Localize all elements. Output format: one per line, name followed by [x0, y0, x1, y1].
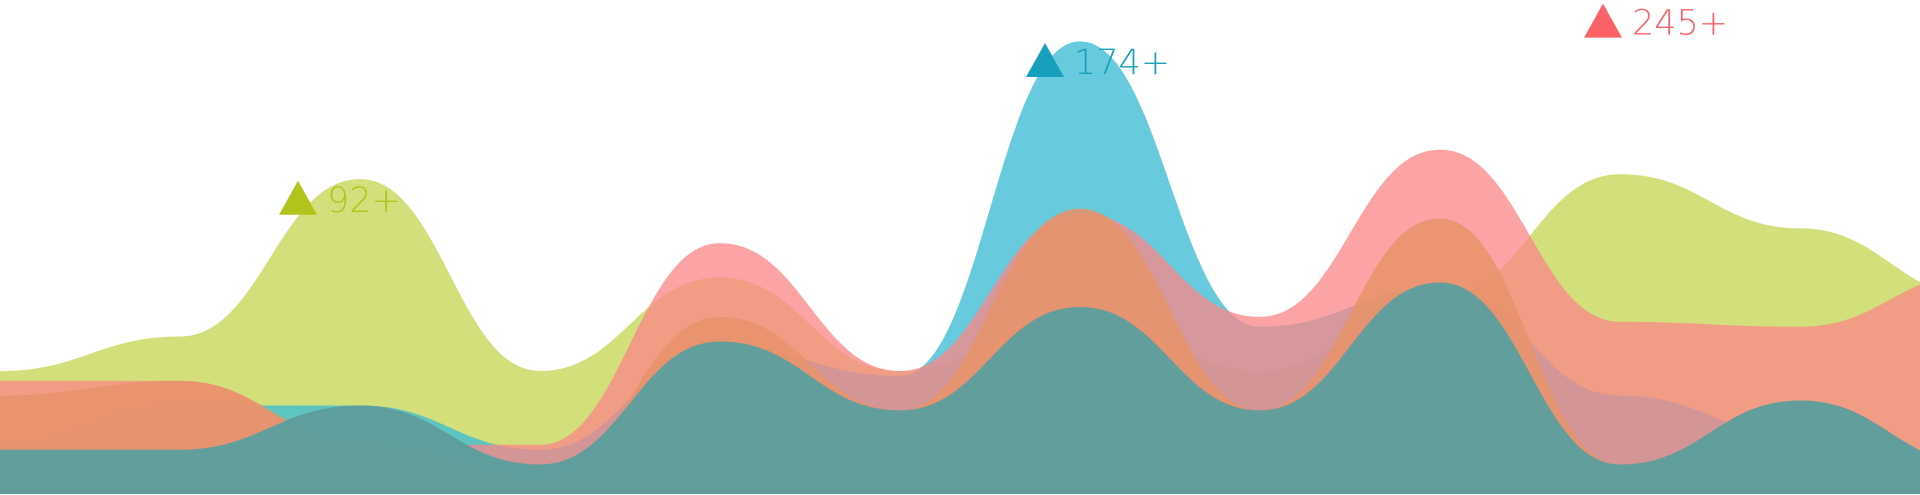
- triangle-up-icon: [279, 180, 317, 215]
- area-series-group: [0, 41, 1920, 494]
- annotation-blue: 174+: [1026, 43, 1170, 83]
- annotation-green: 92+: [279, 180, 401, 221]
- annotation-label-blue: 174+: [1074, 43, 1170, 83]
- annotation-group: 92+ 174+ 245+: [279, 3, 1728, 221]
- triangle-up-icon: [1026, 43, 1064, 78]
- area-series-teal: [0, 282, 1920, 494]
- annotation-red: 245+: [1584, 3, 1728, 44]
- annotation-label-red: 245+: [1632, 4, 1728, 44]
- triangle-up-icon: [1584, 3, 1622, 38]
- annotation-label-green: 92+: [327, 181, 401, 221]
